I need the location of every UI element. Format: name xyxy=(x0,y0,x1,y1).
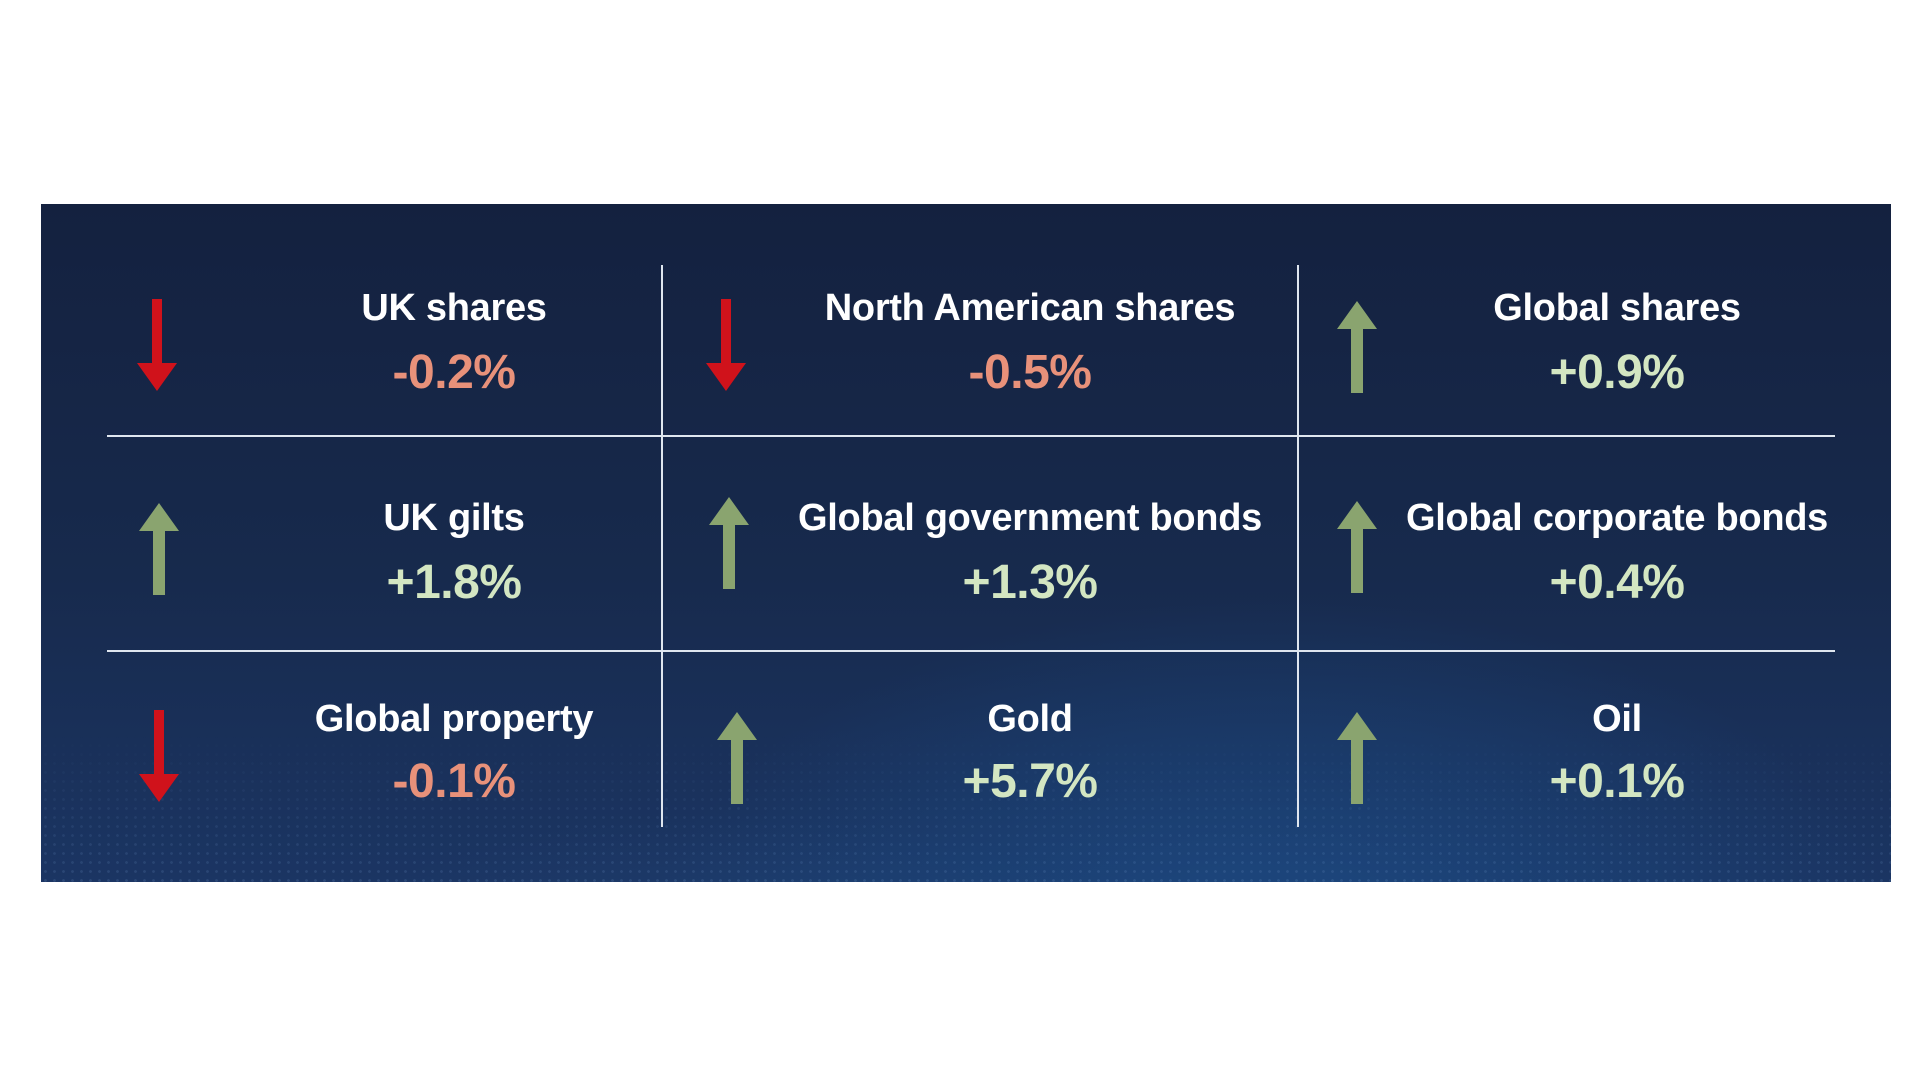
asset-label: Global property xyxy=(314,698,594,740)
asset-cell-oil: Oil +0.1% xyxy=(1299,652,1835,827)
up-arrow-icon xyxy=(1336,712,1378,804)
asset-cell-gold: Gold +5.7% xyxy=(663,652,1297,827)
asset-cell-uk-shares: UK shares -0.2% xyxy=(107,265,661,435)
down-arrow-icon xyxy=(136,299,178,391)
asset-value: -0.2% xyxy=(392,346,516,399)
down-arrow-icon xyxy=(138,710,180,802)
asset-cell-global-corporate-bonds: Global corporate bonds +0.4% xyxy=(1299,437,1835,650)
asset-cell-north-american-shares: North American shares -0.5% xyxy=(663,265,1297,435)
row-divider-2 xyxy=(107,650,1835,652)
asset-value: +0.4% xyxy=(1549,556,1685,609)
asset-label: Global government bonds xyxy=(798,497,1262,539)
row-divider-1 xyxy=(107,435,1835,437)
up-arrow-icon xyxy=(708,497,750,589)
asset-label: North American shares xyxy=(824,287,1236,329)
asset-cell-global-shares: Global shares +0.9% xyxy=(1299,265,1835,435)
asset-value: +0.1% xyxy=(1549,755,1685,808)
asset-value: -0.5% xyxy=(968,346,1092,399)
up-arrow-icon xyxy=(1336,301,1378,393)
asset-label: Global shares xyxy=(1493,287,1741,329)
asset-value: -0.1% xyxy=(392,755,516,808)
up-arrow-icon xyxy=(716,712,758,804)
market-performance-panel: UK shares -0.2% North American shares -0… xyxy=(41,204,1891,882)
up-arrow-icon xyxy=(1336,501,1378,593)
asset-label: Oil xyxy=(1592,698,1642,740)
asset-cell-uk-gilts: UK gilts +1.8% xyxy=(107,437,661,650)
asset-cell-global-property: Global property -0.1% xyxy=(107,652,661,827)
column-divider-2 xyxy=(1297,265,1299,827)
asset-value: +0.9% xyxy=(1549,346,1685,399)
asset-label: Gold xyxy=(987,698,1073,740)
down-arrow-icon xyxy=(705,299,747,391)
up-arrow-icon xyxy=(138,503,180,595)
column-divider-1 xyxy=(661,265,663,827)
asset-value: +1.8% xyxy=(386,556,522,609)
asset-label: Global corporate bonds xyxy=(1406,497,1828,539)
asset-cell-global-government-bonds: Global government bonds +1.3% xyxy=(663,437,1297,650)
asset-label: UK gilts xyxy=(383,497,525,539)
asset-value: +1.3% xyxy=(962,556,1098,609)
asset-label: UK shares xyxy=(361,287,547,329)
asset-value: +5.7% xyxy=(962,755,1098,808)
background-texture xyxy=(41,732,1891,882)
